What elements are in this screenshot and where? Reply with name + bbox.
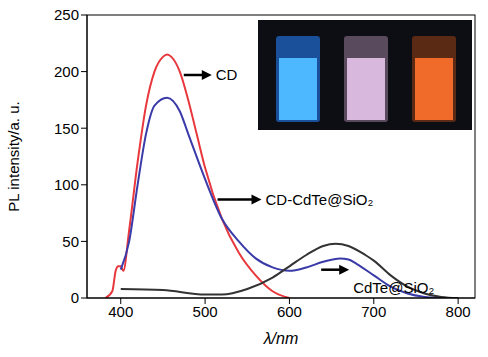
svg-text:CD: CD xyxy=(216,66,238,83)
svg-text:PL intensity/a. u.: PL intensity/a. u. xyxy=(5,101,22,211)
svg-text:700: 700 xyxy=(361,303,386,320)
svg-text:600: 600 xyxy=(277,303,302,320)
svg-text:100: 100 xyxy=(54,176,79,193)
svg-text:CD-CdTe@SiO₂: CD-CdTe@SiO₂ xyxy=(266,191,374,208)
svg-text:50: 50 xyxy=(62,233,79,250)
svg-text:λ/nm: λ/nm xyxy=(263,330,299,347)
svg-text:400: 400 xyxy=(108,303,133,320)
svg-text:CdTe@SiO₂: CdTe@SiO₂ xyxy=(353,279,434,296)
svg-text:150: 150 xyxy=(54,120,79,137)
svg-text:0: 0 xyxy=(71,289,79,306)
svg-text:500: 500 xyxy=(193,303,218,320)
svg-text:800: 800 xyxy=(446,303,471,320)
svg-text:200: 200 xyxy=(54,63,79,80)
svg-text:250: 250 xyxy=(54,6,79,23)
